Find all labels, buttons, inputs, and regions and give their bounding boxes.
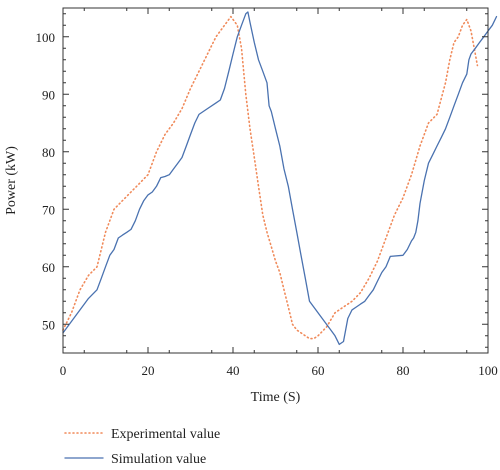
plot-frame (62, 7, 489, 354)
y-tick-label: 100 (36, 30, 56, 45)
x-axis-title: Time (S) (251, 390, 301, 405)
axes: 0 20 40 60 80 100 50 60 70 80 90 100 Time (S) Power (… (4, 7, 498, 405)
y-tick-label: 70 (42, 202, 55, 217)
series-line-simulation (62, 11, 498, 346)
x-tick-label: 100 (478, 363, 498, 378)
series-line-experimental (62, 15, 479, 340)
legend: Experimental value Simulation value (64, 427, 220, 467)
y-axis-title: Power (kW) (4, 146, 19, 215)
y-tick-label: 60 (42, 260, 55, 275)
y-tick-label: 50 (42, 317, 55, 332)
y-tick-label: 80 (42, 145, 55, 160)
legend-label: Experimental value (111, 427, 220, 442)
x-tick-label: 0 (60, 363, 67, 378)
x-tick-label: 60 (312, 363, 325, 378)
x-tick-label: 80 (397, 363, 410, 378)
x-tick-label: 20 (142, 363, 155, 378)
plot-area (62, 11, 498, 346)
y-tick-label: 90 (42, 87, 55, 102)
legend-label: Simulation value (111, 452, 206, 467)
x-tick-label: 40 (227, 363, 240, 378)
